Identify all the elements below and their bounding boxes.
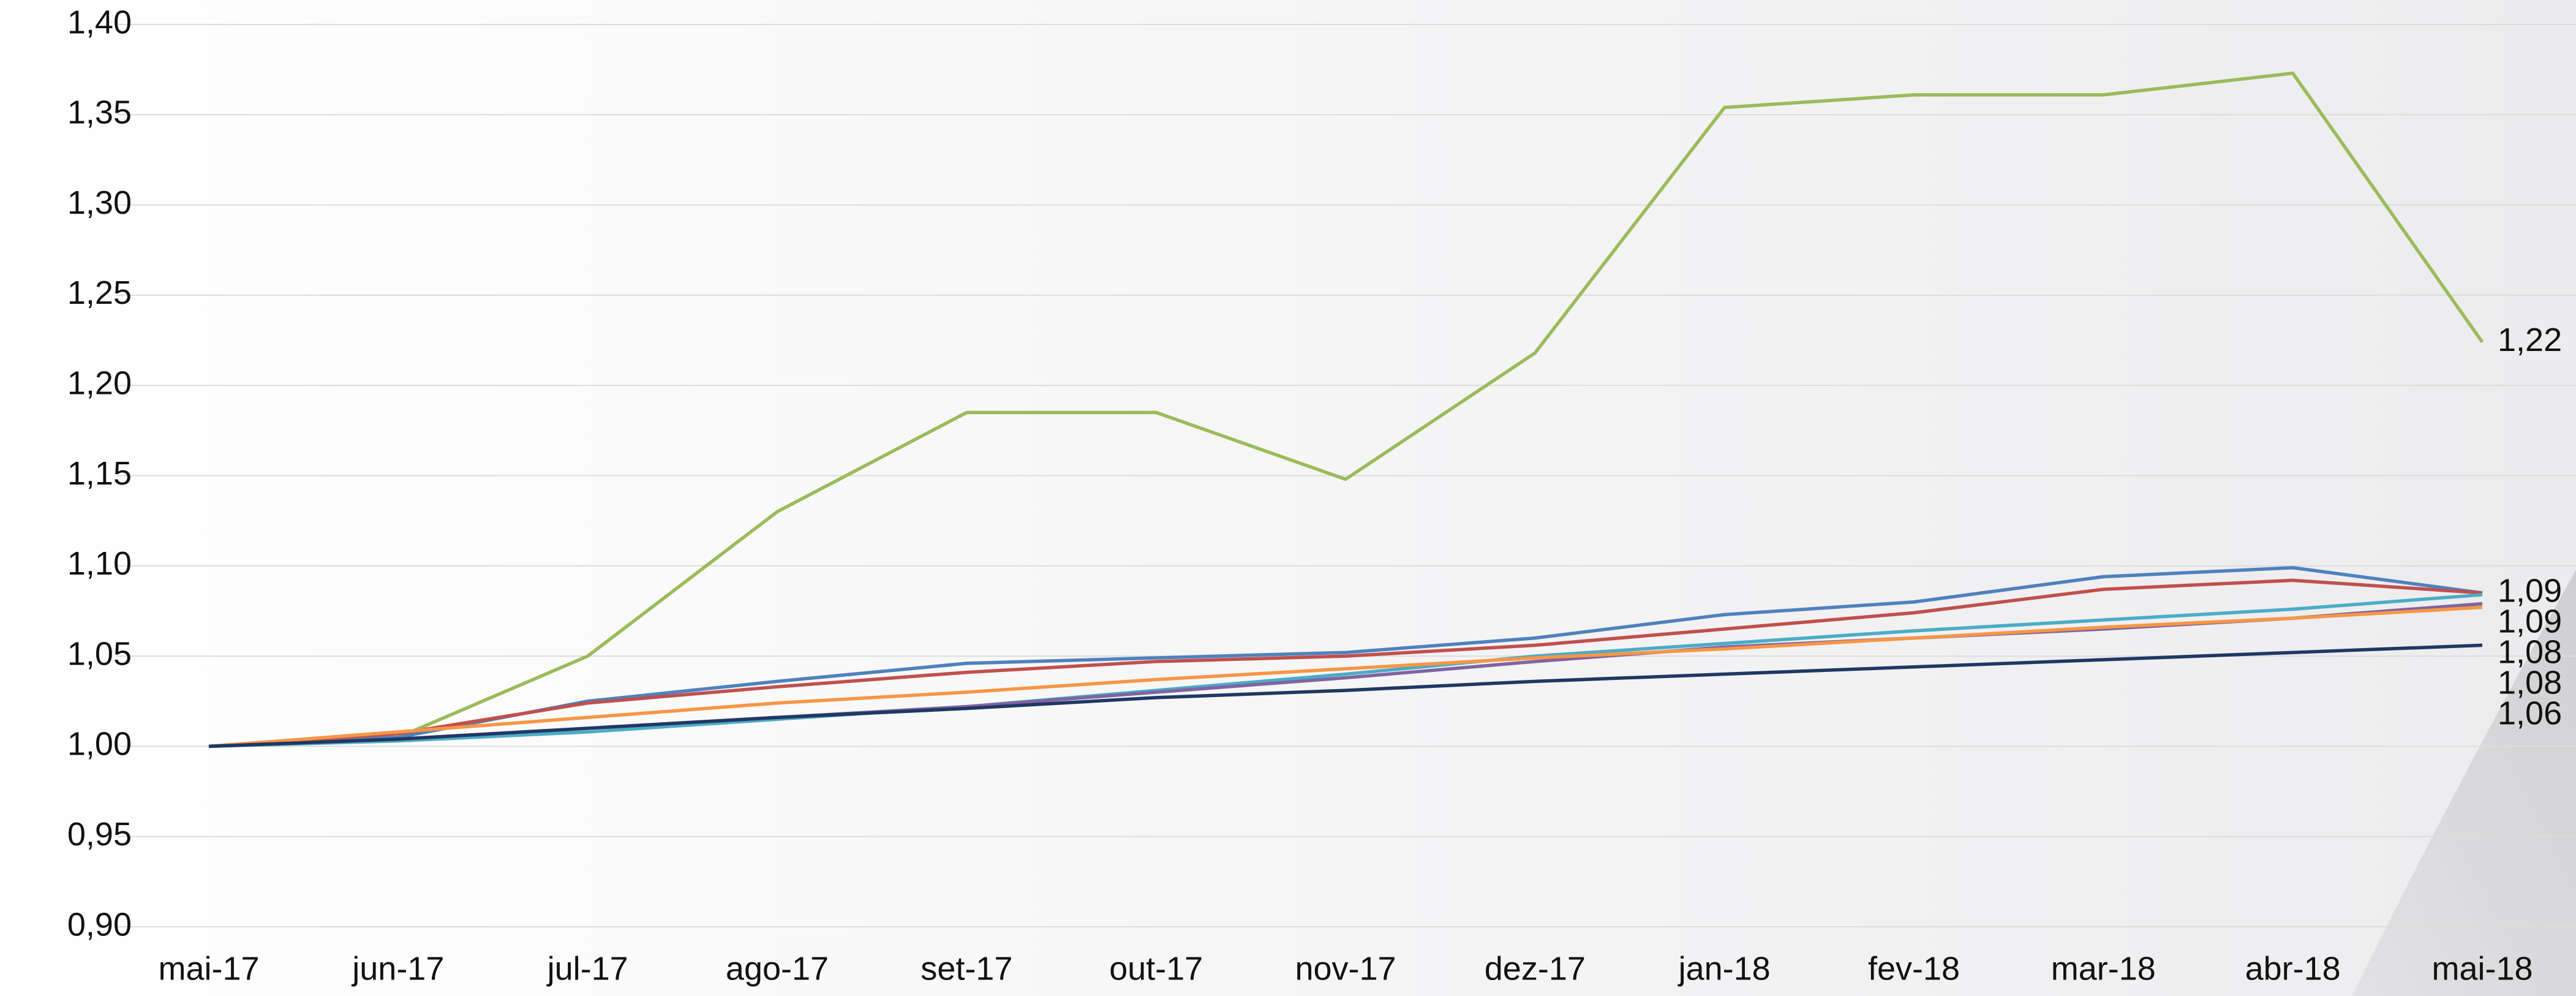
x-tick-label: ago-17 [726,950,829,987]
decoration [2352,570,2576,996]
x-tick-label: mai-17 [158,950,259,987]
x-tick-label: jun-17 [351,950,444,987]
x-tick-label: out-17 [1109,950,1203,987]
data-label: 1,09 [2498,572,2562,609]
series-line [208,565,2483,749]
x-tick-label: mar-18 [2051,950,2156,987]
data-label: 1,22 [2498,322,2562,358]
series-line [208,643,2483,749]
data-label: 1,08 [2498,633,2562,670]
y-tick-label: 0,90 [67,906,132,943]
x-tick-label: abr-18 [2245,950,2341,987]
y-tick-label: 1,10 [67,545,132,582]
y-tick-label: 1,25 [67,274,132,311]
x-tick-label: jul-17 [546,950,628,987]
x-tick-label: set-17 [921,950,1012,987]
y-tick-label: 1,30 [67,184,132,221]
series-line [208,605,2483,749]
y-tick-label: 1,35 [67,94,132,131]
series-line [208,593,2483,749]
data-label: 1,08 [2498,664,2562,701]
data-label: 1,09 [2498,603,2562,639]
y-tick-label: 1,40 [67,4,132,40]
data-label: 1,06 [2498,695,2562,731]
x-tick-label: mai-18 [2431,950,2533,987]
y-tick-label: 0,95 [67,816,132,853]
x-tick-label: jan-18 [1678,950,1771,987]
series-line [208,578,2483,749]
x-tick-label: nov-17 [1295,950,1396,987]
y-tick-label: 1,20 [67,364,132,401]
x-tick-label: fev-18 [1868,950,1960,987]
series-line [208,71,2484,749]
y-tick-label: 1,05 [67,635,132,672]
x-tick-label: dez-17 [1485,950,1586,987]
y-tick-label: 1,00 [67,726,132,763]
y-tick-label: 1,15 [67,455,132,492]
